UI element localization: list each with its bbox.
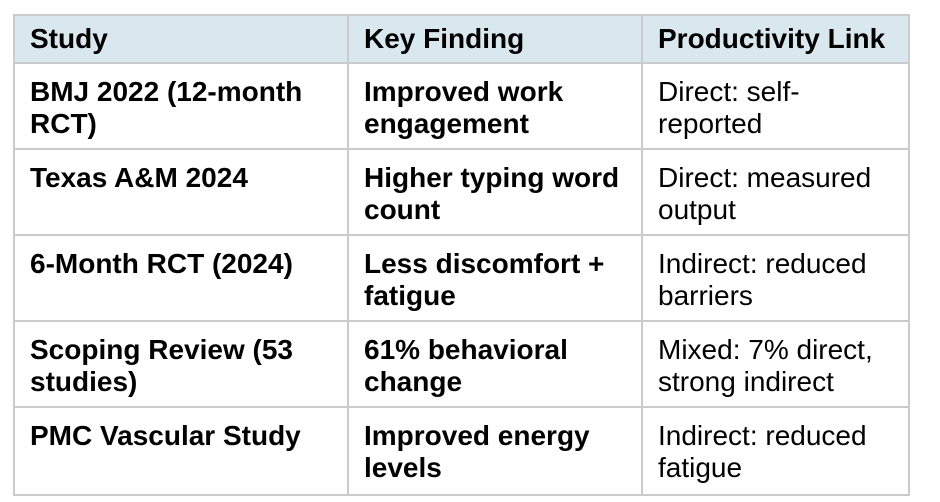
productivity-link-cell: Direct: self-reported — [641, 62, 910, 150]
table-row: PMC Vascular Study Improved energy level… — [13, 406, 910, 496]
productivity-link-cell: Indirect: reduced barriers — [641, 234, 910, 322]
page: { "table": { "columns": ["Study", "Key F… — [0, 14, 940, 502]
table-row: Scoping Review (53 studies) 61% behavior… — [13, 320, 910, 408]
study-findings-table: Study Key Finding Productivity Link BMJ … — [13, 14, 910, 496]
study-cell: PMC Vascular Study — [13, 406, 349, 496]
key-finding-cell: Improved work engagement — [347, 62, 643, 150]
study-cell: BMJ 2022 (12-month RCT) — [13, 62, 349, 150]
productivity-link-cell: Mixed: 7% direct, strong indirect — [641, 320, 910, 408]
column-header-key-finding: Key Finding — [347, 14, 643, 64]
column-header-productivity-link: Productivity Link — [641, 14, 910, 64]
study-cell: 6-Month RCT (2024) — [13, 234, 349, 322]
study-cell: Scoping Review (53 studies) — [13, 320, 349, 408]
key-finding-cell: Less discomfort + fatigue — [347, 234, 643, 322]
column-header-study: Study — [13, 14, 349, 64]
productivity-link-cell: Direct: measured output — [641, 148, 910, 236]
study-cell: Texas A&M 2024 — [13, 148, 349, 236]
table-row: 6-Month RCT (2024) Less discomfort + fat… — [13, 234, 910, 322]
table-row: BMJ 2022 (12-month RCT) Improved work en… — [13, 62, 910, 150]
table-row: Texas A&M 2024 Higher typing word count … — [13, 148, 910, 236]
key-finding-cell: 61% behavioral change — [347, 320, 643, 408]
key-finding-cell: Improved energy levels — [347, 406, 643, 496]
header-row: Study Key Finding Productivity Link — [13, 14, 910, 64]
productivity-link-cell: Indirect: reduced fatigue — [641, 406, 910, 496]
key-finding-cell: Higher typing word count — [347, 148, 643, 236]
